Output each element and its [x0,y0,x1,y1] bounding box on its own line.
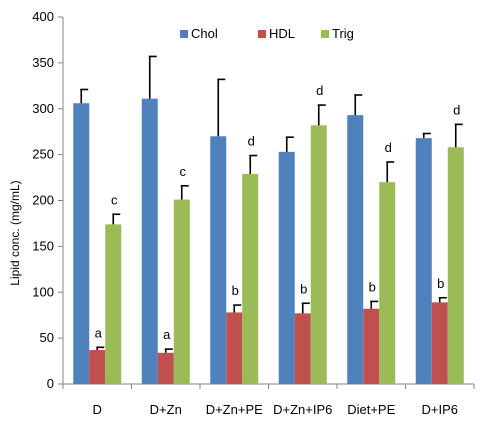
bar-hdl [226,312,243,384]
axes [58,16,475,389]
bar-trig [379,182,396,384]
bar-chol [278,151,295,384]
annotations: a a b b b b c c d d d d [95,83,461,342]
annotation-label: b [232,283,239,298]
tick-labels: 0 50 100 150 200 250 300 350 400 D D+Zn D+Zn+PE D+Zn… [32,9,458,417]
bar-chol [347,115,364,385]
annotation-label: b [437,276,444,291]
y-tick-label: 50 [40,330,54,345]
y-tick-label: 250 [32,147,54,162]
y-tick-label: 150 [32,238,54,253]
bar-trig [173,199,190,384]
bar-trig [105,224,122,384]
annotation-label: c [111,192,118,207]
y-tick-label: 400 [32,9,54,24]
annotation-label: d [453,102,460,117]
legend-label-trig: Trig [332,26,354,41]
legend: Chol HDL Trig [180,26,354,41]
legend-label-chol: Chol [191,26,218,41]
bar-hdl [294,313,311,384]
bar-trig [242,173,259,384]
y-tick-label: 100 [32,284,54,299]
bar-chol [210,136,227,384]
bar-hdl [363,308,380,384]
legend-label-hdl: HDL [269,26,295,41]
x-category-label: D+Zn+IP6 [273,402,332,417]
annotation-label: a [95,325,103,340]
annotation-label: b [369,279,376,294]
x-category-label: D+Zn [150,402,182,417]
x-category-label: D [93,402,102,417]
bar-trig [310,125,327,384]
y-tick-label: 350 [32,55,54,70]
bar-hdl [431,302,448,384]
x-category-label: D+IP6 [422,402,459,417]
annotation-label: c [180,164,187,179]
bar-hdl [157,352,174,384]
bar-hdl [89,350,106,384]
error-bars [80,55,463,353]
annotation-label: d [316,83,323,98]
y-tick-label: 300 [32,101,54,116]
legend-swatch-chol [180,30,188,38]
y-tick-label: 200 [32,193,54,208]
legend-swatch-trig [321,30,329,38]
annotation-label: b [300,281,307,296]
y-tick-label: 0 [47,376,54,391]
x-category-label: D+Zn+PE [206,402,263,417]
bar-trig [447,147,464,384]
bar-chol [415,138,432,384]
legend-swatch-hdl [258,30,266,38]
x-category-label: Diet+PE [347,402,395,417]
annotation-label: d [248,134,255,149]
bar-chol [141,98,158,384]
y-axis-title: Lipid conc. (mg/mL) [8,180,22,285]
bar-chol [73,103,90,385]
annotation-label: a [163,327,171,342]
annotation-label: d [385,140,392,155]
bars [73,98,464,385]
